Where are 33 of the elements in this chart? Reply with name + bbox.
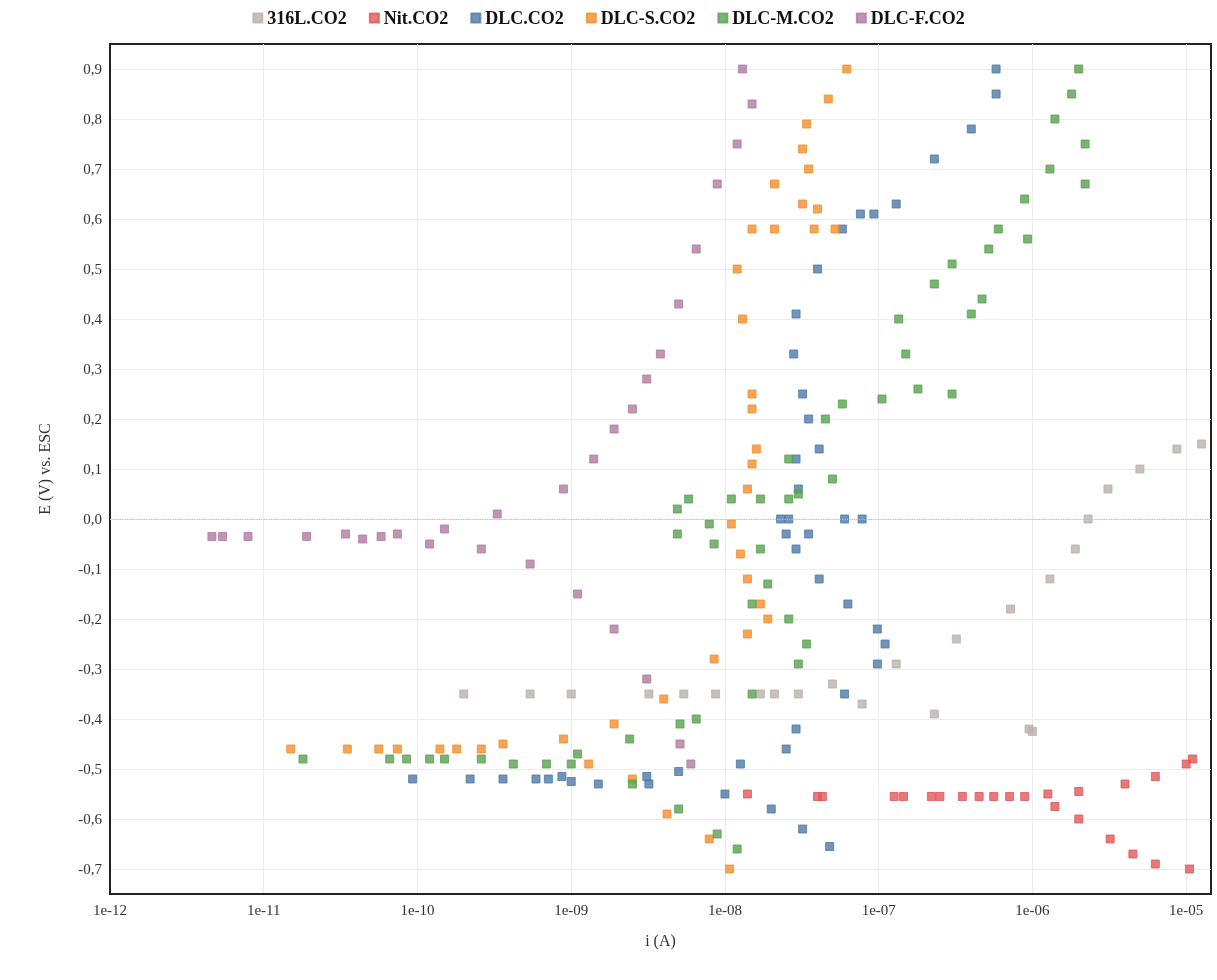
y-axis-title: E (V) vs. ESC [35, 423, 54, 515]
legend-label: DLC-M.CO2 [732, 8, 834, 28]
y-tick-label: 0,8 [83, 111, 102, 127]
legend-label: DLC.CO2 [485, 8, 564, 28]
y-tick-label: 0,3 [83, 361, 102, 377]
y-tick-label: 0,9 [83, 61, 102, 77]
x-tick-label: 1e-06 [1015, 901, 1051, 918]
x-tick-label: 1e-09 [554, 901, 589, 918]
y-tick-label: -0,3 [78, 661, 102, 677]
y-tick-label: -0,2 [78, 611, 102, 627]
y-tick-label: 0,4 [83, 311, 103, 327]
x-tick-label: 1e-11 [246, 901, 281, 918]
y-tick-label: -0,4 [78, 711, 103, 727]
x-tick-label: 1e-07 [861, 901, 897, 918]
legend-label: 316L.CO2 [267, 8, 347, 28]
y-tick-label: 0,2 [83, 411, 102, 427]
legend-label: Nit.CO2 [383, 8, 449, 28]
x-tick-label: 1e-12 [92, 901, 128, 918]
x-tick-label: 1e-10 [400, 901, 435, 918]
y-tick-label: -0,1 [78, 561, 102, 577]
y-tick-label: -0,7 [78, 861, 103, 877]
y-tick-label: 0,0 [83, 511, 102, 527]
legend-label: DLC-F.CO2 [870, 8, 965, 28]
y-tick-label: -0,5 [78, 761, 102, 777]
y-tick-label: 0,5 [83, 261, 102, 277]
y-tick-label: 0,1 [83, 461, 102, 477]
x-tick-label: 1e-08 [707, 901, 743, 918]
y-tick-label: 0,7 [83, 161, 103, 177]
x-axis-title: i (A) [645, 931, 676, 950]
x-tick-label: 1e-05 [1169, 901, 1204, 918]
y-tick-label: 0,6 [83, 211, 103, 227]
legend-label: DLC-S.CO2 [600, 8, 696, 28]
y-tick-label: -0,6 [78, 811, 103, 827]
